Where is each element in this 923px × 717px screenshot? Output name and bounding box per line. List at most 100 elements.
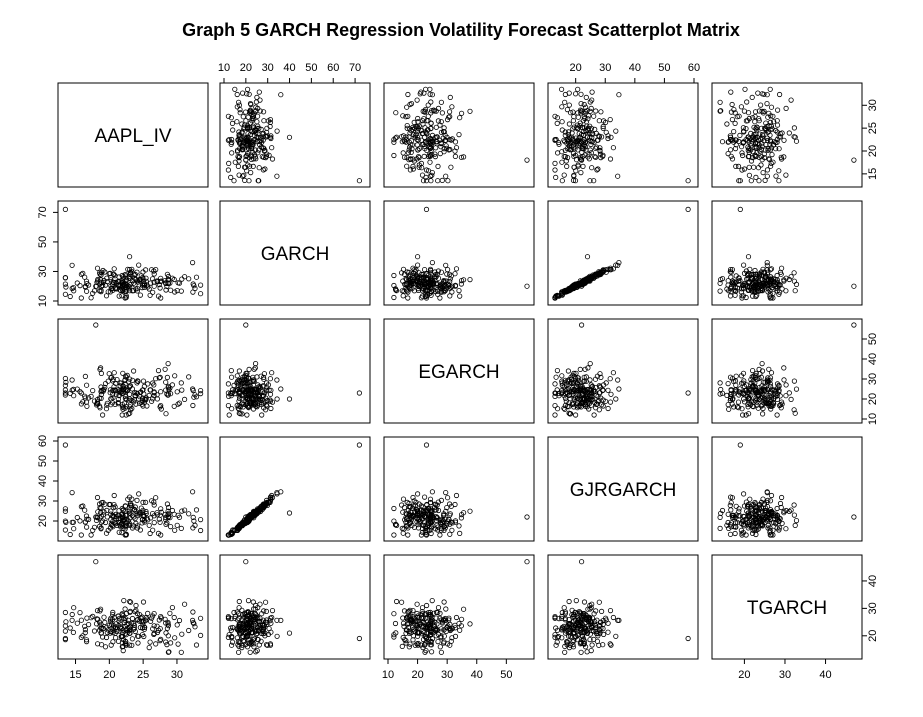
point-r4-c0-61 [127, 642, 133, 648]
point-r2-c0-157 [151, 392, 157, 399]
point-r3-c4-77 [791, 512, 798, 518]
point-r1-c0-162 [163, 280, 169, 286]
point-r4-c3-29 [598, 608, 605, 615]
point-r4-c0-91 [165, 633, 171, 639]
point-r2-c4-153 [783, 393, 789, 399]
point-r2-c3-182 [575, 377, 582, 383]
point-r0-c3-75 [558, 86, 565, 92]
point-r1-c4-140 [727, 285, 734, 292]
point-r4-c0-77 [140, 599, 147, 605]
point-r0-c3-191 [577, 154, 583, 160]
point-r0-c3-102 [613, 128, 619, 134]
point-r4-c0-140 [108, 642, 114, 648]
point-r2-c3-205 [570, 372, 576, 378]
point-r0-c3-162 [578, 110, 584, 116]
point-r2-c0-62 [168, 391, 174, 397]
point-r0-c4-25 [748, 178, 754, 184]
point-r0-c4-220 [737, 178, 743, 184]
point-r3-c0-178 [119, 511, 125, 517]
point-r3-c2-48 [444, 495, 451, 501]
point-r2-c0-150 [179, 387, 185, 393]
point-r4-c1-212 [245, 640, 251, 646]
point-r0-c4-181 [760, 133, 766, 139]
tick-label-right-r4-40: 40 [867, 575, 879, 587]
point-r2-c1-47 [232, 387, 238, 394]
point-r2-c4-79 [718, 386, 724, 393]
point-r4-c2-211 [414, 623, 420, 629]
tick-label-right-r0-25: 25 [867, 122, 879, 134]
point-r2-c1-66 [269, 370, 275, 376]
point-r3-c1-208 [249, 512, 255, 518]
point-r2-c0-58 [163, 379, 169, 385]
point-r4-c3-177 [564, 642, 570, 648]
point-r0-c1-143 [236, 99, 242, 105]
point-r1-c0-207 [169, 275, 175, 281]
point-r0-c3-175 [571, 124, 577, 130]
point-r4-c0-137 [135, 633, 141, 639]
point-r2-c1-118 [236, 368, 242, 374]
point-r4-c2-148 [467, 621, 473, 627]
point-r2-c1-116 [239, 411, 245, 417]
point-r2-c0-84 [158, 389, 164, 395]
point-r3-c4-60 [742, 516, 748, 523]
point-r3-c0-136 [98, 510, 104, 516]
point-r3-c4-152 [793, 517, 800, 524]
point-r3-c0-149 [146, 522, 152, 528]
point-r3-c2-118 [456, 523, 462, 529]
point-r1-c2-179 [407, 271, 413, 277]
point-r3-c0-73 [151, 499, 157, 505]
point-r0-c1-131 [234, 147, 241, 153]
point-r1-c2-193 [408, 282, 414, 288]
tick-label-top-c1-30: 30 [262, 62, 274, 74]
point-r0-c3-126 [570, 118, 577, 124]
point-r2-c0-208 [154, 396, 160, 402]
point-r3-c4-131 [765, 525, 771, 531]
point-r2-c0-211 [115, 396, 122, 402]
point-r2-c4-198 [746, 386, 753, 392]
point-r0-c4-201 [773, 173, 779, 179]
point-r4-c2-221 [524, 559, 530, 565]
point-r4-c2-215 [423, 602, 430, 609]
tick-label-bottom-c2-40: 40 [471, 669, 483, 681]
point-r2-c3-125 [597, 371, 603, 377]
point-r0-c1-163 [258, 126, 264, 132]
point-r2-c0-206 [193, 394, 200, 400]
point-r0-c1-42 [230, 127, 236, 133]
point-r3-c2-169 [457, 530, 463, 537]
point-r1-c4-113 [741, 270, 748, 276]
point-r3-c2-167 [438, 527, 444, 533]
point-r0-c2-139 [431, 107, 437, 113]
point-r4-c1-153 [236, 605, 242, 611]
point-r2-c3-48 [607, 376, 613, 382]
tick-label-right-r2-10: 10 [867, 413, 879, 425]
point-r3-c4-190 [750, 502, 757, 508]
point-r3-c0-218 [108, 516, 114, 523]
point-r1-c0-192 [63, 284, 69, 290]
point-r0-c2-142 [432, 154, 438, 160]
point-r2-c0-141 [113, 391, 119, 397]
point-r0-c3-74 [592, 145, 599, 151]
point-r0-c4-52 [776, 91, 783, 98]
point-r1-c2-186 [429, 277, 436, 284]
point-r2-c1-76 [259, 412, 265, 418]
point-r3-c4-18 [732, 530, 738, 537]
point-r0-c1-218 [243, 147, 249, 153]
point-r0-c3-27 [580, 163, 586, 169]
point-r0-c2-140 [415, 147, 421, 153]
point-r0-c1-100 [255, 178, 261, 184]
point-r2-c1-169 [228, 367, 234, 374]
point-r4-c0-164 [67, 625, 73, 631]
point-r1-c0-149 [146, 286, 152, 292]
point-r2-c3-186 [580, 386, 587, 392]
point-r3-c4-66 [768, 492, 775, 499]
point-r0-c1-60 [245, 86, 251, 92]
point-r0-c3-208 [582, 115, 588, 122]
point-r1-c0-189 [95, 276, 101, 283]
point-r0-c2-45 [432, 151, 438, 157]
point-r3-c4-102 [740, 491, 747, 497]
point-r3-c0-133 [116, 529, 122, 535]
point-r3-c0-67 [139, 520, 145, 526]
point-r0-c3-188 [588, 150, 594, 156]
point-r4-c0-58 [163, 620, 169, 626]
point-r2-c1-48 [267, 376, 273, 382]
